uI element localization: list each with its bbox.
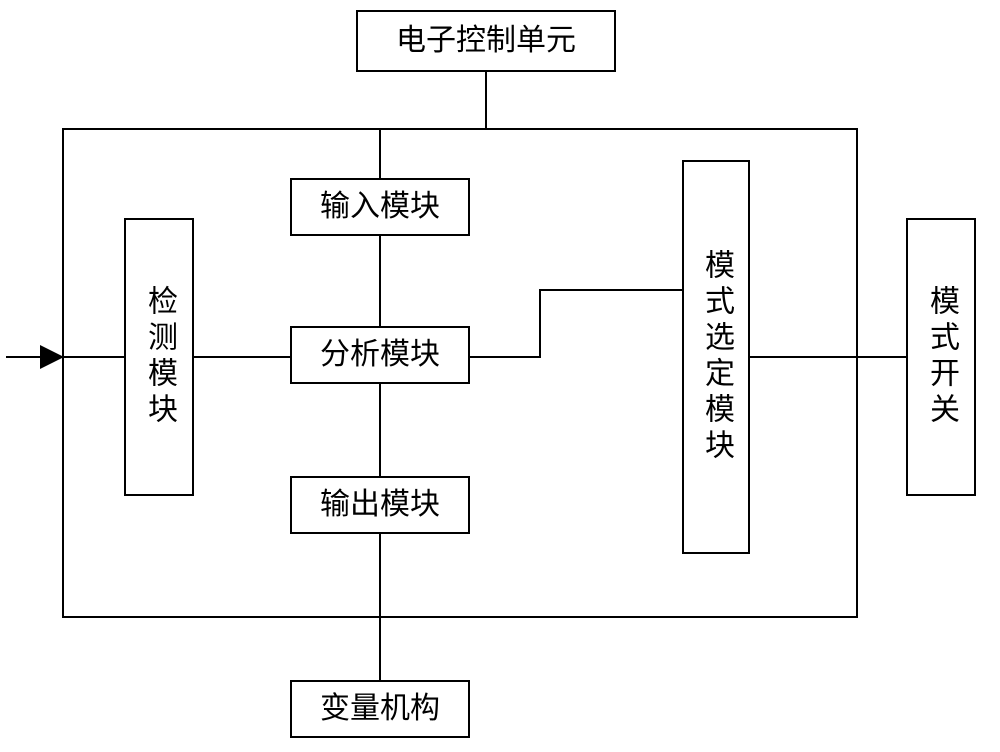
- node-variable: 变量机构: [290, 680, 470, 738]
- node-analysis: 分析模块: [290, 326, 470, 384]
- node-ecu: 电子控制单元: [356, 10, 616, 72]
- node-variable-label: 变量机构: [320, 691, 440, 727]
- node-detect-label: 检测模块: [141, 285, 177, 429]
- node-mode-sw-label: 模式开关: [923, 285, 959, 429]
- node-detect: 检测模块: [124, 218, 194, 496]
- diagram-canvas: 电子控制单元 输入模块 分析模块 输出模块 变量机构 检测模块 模式选定模块 模…: [0, 0, 1000, 752]
- node-ecu-label: 电子控制单元: [396, 23, 576, 59]
- node-analysis-label: 分析模块: [320, 337, 440, 373]
- node-output-label: 输出模块: [320, 487, 440, 523]
- node-mode-sel: 模式选定模块: [682, 160, 750, 554]
- node-input: 输入模块: [290, 178, 470, 236]
- node-mode-sel-label: 模式选定模块: [698, 249, 734, 465]
- node-input-label: 输入模块: [320, 189, 440, 225]
- node-output: 输出模块: [290, 476, 470, 534]
- node-mode-sw: 模式开关: [906, 218, 976, 496]
